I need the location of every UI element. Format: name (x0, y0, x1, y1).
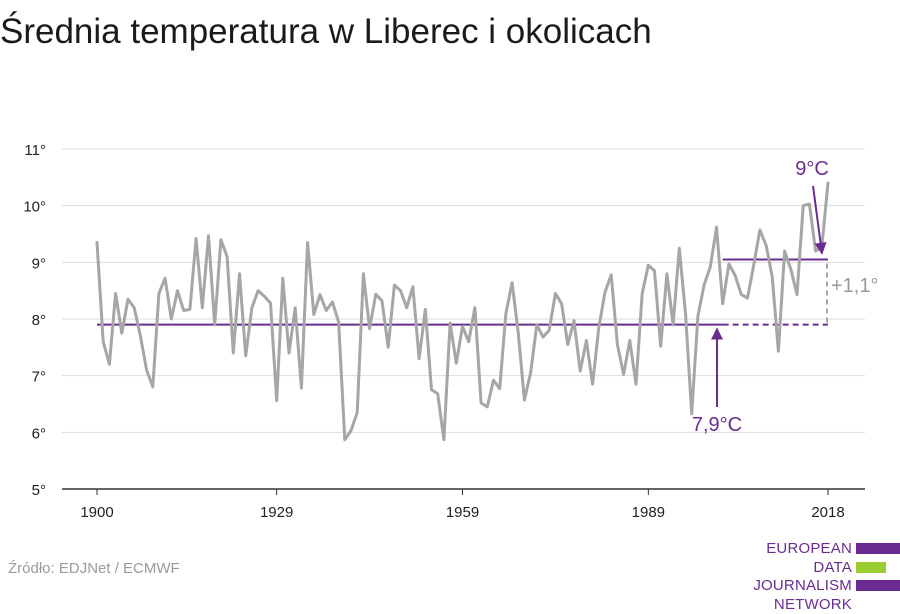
y-tick-label-8: 8° (32, 312, 46, 329)
logo-text: EUROPEAN DATA JOURNALISM NETWORK (712, 540, 852, 614)
x-tick-label-1959: 1959 (446, 504, 479, 521)
y-tick-label-10: 10° (23, 199, 46, 216)
y-tick-label-6: 6° (32, 425, 46, 442)
logo-bar-purple-top (856, 543, 900, 554)
logo-bar-purple-bottom (856, 580, 900, 591)
temperature-series-line (97, 183, 828, 440)
x-tick-label-1929: 1929 (260, 504, 293, 521)
edjnet-logo: EUROPEAN DATA JOURNALISM NETWORK (712, 540, 900, 596)
logo-line-2: DATA JOURNALISM (712, 559, 852, 596)
y-tick-label-9: 9° (32, 255, 46, 272)
y-tick-label-7: 7° (32, 369, 46, 386)
annotations: +1,1° 9°C 7,9°C (692, 158, 879, 436)
difference-label: +1,1° (831, 275, 878, 297)
x-tick-label-2018: 2018 (811, 504, 844, 521)
logo-bar-green (856, 562, 886, 573)
logo-line-1: EUROPEAN (712, 540, 852, 559)
logo-line-3: NETWORK (712, 596, 852, 614)
x-tick-label-1989: 1989 (632, 504, 665, 521)
x-tick-label-1900: 1900 (80, 504, 113, 521)
recent-average-label: 9°C (795, 158, 829, 180)
temperature-chart: 5° 6° 7° 8° 9° 10° 11° 1900 1929 1959 1989 2018 +1… (0, 0, 900, 540)
grid-lines (62, 149, 865, 489)
y-axis-labels: 5° 6° 7° 8° 9° 10° 11° (23, 142, 46, 499)
y-tick-label-11: 11° (24, 142, 46, 159)
average-label: 7,9°C (692, 414, 742, 436)
x-axis-labels: 1900 1929 1959 1989 2018 (80, 489, 844, 521)
source-note: Źródło: EDJNet / ECMWF (8, 560, 180, 577)
series-layer (97, 183, 828, 440)
y-tick-label-5: 5° (32, 482, 46, 499)
